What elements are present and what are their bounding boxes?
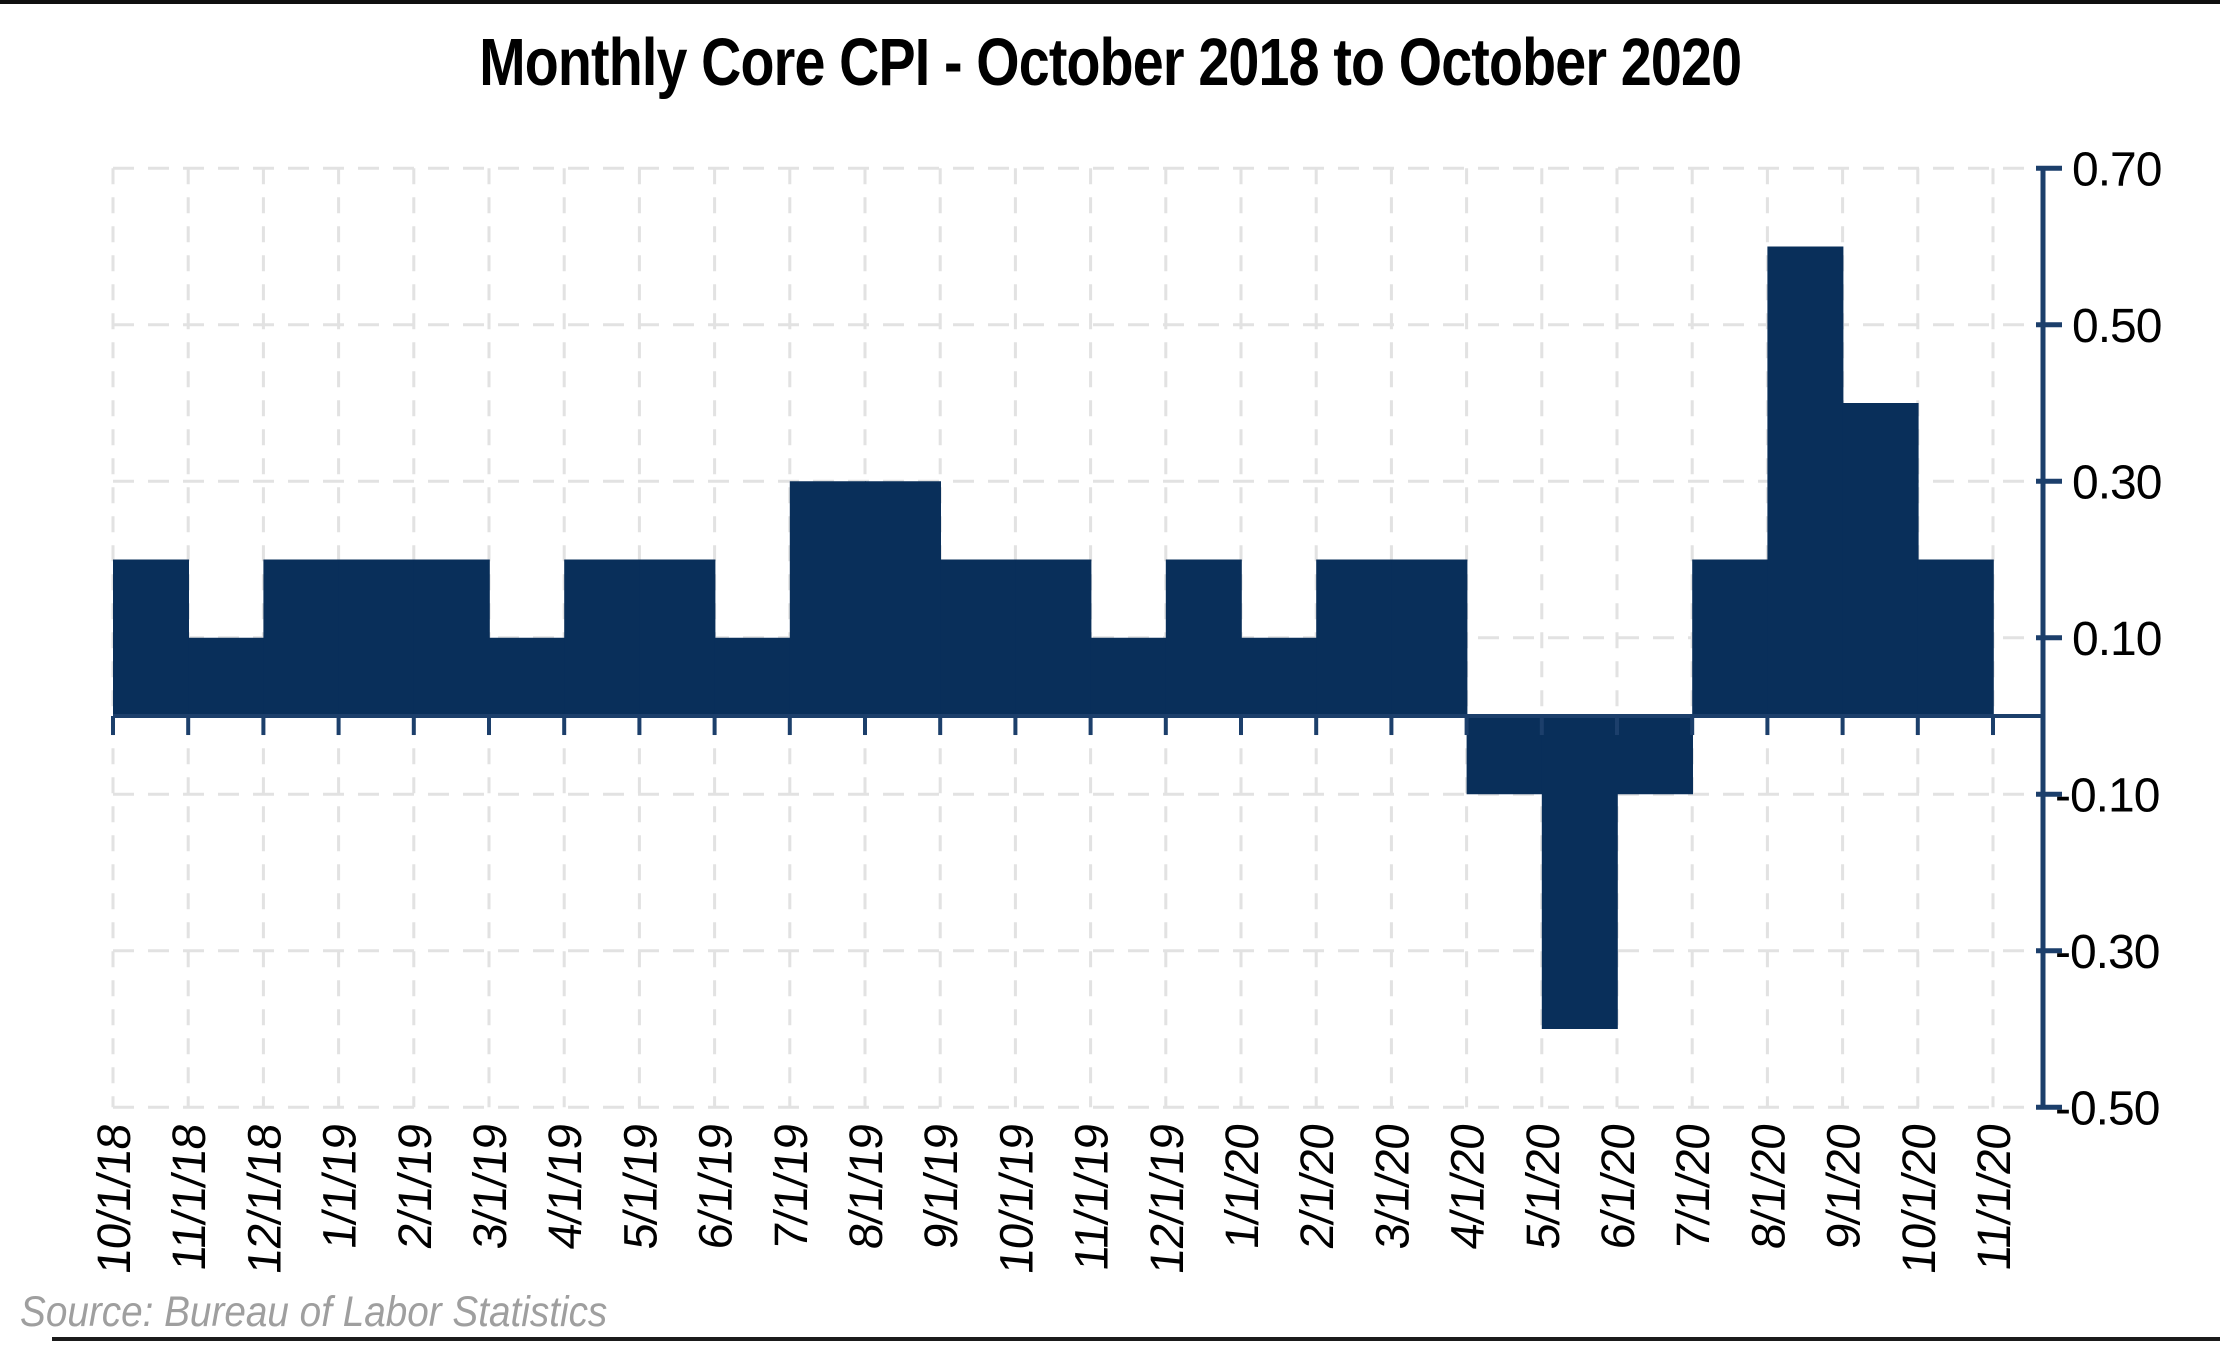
chart-bar bbox=[413, 559, 490, 716]
x-tick-label: 1/1/19 bbox=[313, 1121, 366, 1251]
x-tick-label: 6/1/19 bbox=[689, 1121, 742, 1251]
y-tick-label: 0.10 bbox=[2072, 613, 2161, 666]
y-tick-label: -0.10 bbox=[2055, 769, 2159, 822]
chart-bar bbox=[564, 559, 641, 716]
chart-bar bbox=[1466, 716, 1543, 795]
chart-bar bbox=[1842, 403, 1919, 716]
x-tick-label: 7/1/19 bbox=[764, 1121, 817, 1251]
chart-bar bbox=[789, 481, 866, 716]
x-tick-label: 5/1/19 bbox=[614, 1121, 667, 1251]
x-tick-label: 3/1/19 bbox=[463, 1121, 516, 1251]
x-tick-label: 1/1/20 bbox=[1215, 1121, 1268, 1251]
chart-bar bbox=[714, 637, 791, 716]
x-tick-label: 12/1/19 bbox=[1140, 1121, 1193, 1276]
chart-bar bbox=[865, 481, 941, 716]
x-tick-label: 11/1/18 bbox=[162, 1121, 215, 1273]
x-tick-label: 3/1/20 bbox=[1366, 1121, 1419, 1251]
y-tick-label: -0.50 bbox=[2055, 1082, 2159, 1135]
chart-bar bbox=[1541, 716, 1618, 1029]
chart-bar bbox=[489, 637, 565, 716]
chart-bar bbox=[1090, 637, 1167, 716]
chart-bar bbox=[1617, 716, 1693, 795]
chart-bar bbox=[338, 559, 415, 716]
x-tick-label: 5/1/20 bbox=[1516, 1121, 1569, 1251]
x-tick-label: 6/1/20 bbox=[1591, 1121, 1644, 1251]
top-border bbox=[0, 0, 2220, 4]
chart-bar bbox=[1391, 559, 1468, 716]
chart-title-wrap: Monthly Core CPI - October 2018 to Octob… bbox=[0, 24, 2220, 101]
chart-bar bbox=[188, 637, 265, 716]
chart-bar bbox=[1917, 559, 1994, 716]
y-tick-label: 0.70 bbox=[2072, 143, 2161, 196]
x-tick-label: 4/1/19 bbox=[538, 1121, 591, 1251]
bottom-border bbox=[52, 1337, 2220, 1341]
chart-bar bbox=[263, 559, 340, 716]
x-tick-label: 10/1/18 bbox=[87, 1121, 140, 1276]
chart-bar bbox=[1241, 637, 1317, 716]
x-tick-label: 11/1/20 bbox=[1967, 1121, 2020, 1273]
x-tick-label: 4/1/20 bbox=[1441, 1121, 1494, 1251]
x-tick-label: 11/1/19 bbox=[1065, 1121, 1118, 1273]
y-tick-label: 0.30 bbox=[2072, 456, 2161, 509]
x-tick-label: 12/1/18 bbox=[238, 1121, 291, 1276]
chart-bar bbox=[1316, 559, 1393, 716]
x-tick-label: 10/1/20 bbox=[1892, 1121, 1945, 1276]
chart-title: Monthly Core CPI - October 2018 to Octob… bbox=[479, 25, 1742, 100]
x-tick-label: 2/1/20 bbox=[1290, 1121, 1343, 1251]
x-tick-label: 9/1/19 bbox=[914, 1121, 967, 1251]
chart-bar bbox=[1165, 559, 1242, 716]
source-note: Source: Bureau of Labor Statistics bbox=[20, 1288, 608, 1336]
chart-bar bbox=[1015, 559, 1092, 716]
y-tick-label: -0.30 bbox=[2055, 926, 2159, 979]
x-tick-label: 8/1/20 bbox=[1742, 1121, 1795, 1251]
chart-bar bbox=[940, 559, 1017, 716]
x-tick-label: 9/1/20 bbox=[1817, 1121, 1870, 1251]
x-tick-label: 8/1/19 bbox=[839, 1121, 892, 1251]
chart-bar bbox=[113, 559, 189, 716]
chart-bar bbox=[1692, 559, 1769, 716]
chart-bar bbox=[1767, 246, 1844, 716]
y-tick-label: 0.50 bbox=[2072, 300, 2161, 353]
x-tick-label: 2/1/19 bbox=[388, 1121, 441, 1251]
x-tick-label: 7/1/20 bbox=[1666, 1121, 1719, 1251]
chart-bar bbox=[639, 559, 716, 716]
x-tick-label: 10/1/19 bbox=[990, 1121, 1043, 1276]
